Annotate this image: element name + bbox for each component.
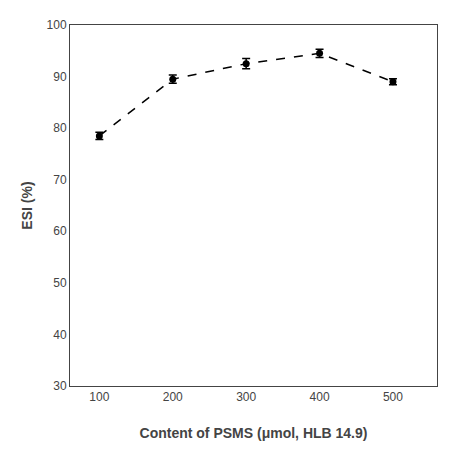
svg-text:200: 200 [163, 390, 183, 404]
svg-text:400: 400 [310, 390, 330, 404]
svg-text:500: 500 [383, 390, 403, 404]
svg-text:ESI (%): ESI (%) [19, 181, 35, 229]
svg-text:Content of PSMS (μmol, HLB 14.: Content of PSMS (μmol, HLB 14.9) [140, 425, 368, 441]
svg-text:100: 100 [47, 18, 67, 32]
svg-text:90: 90 [53, 70, 67, 84]
svg-text:70: 70 [53, 173, 67, 187]
svg-text:40: 40 [53, 328, 67, 342]
svg-text:60: 60 [53, 224, 67, 238]
svg-text:30: 30 [53, 379, 67, 393]
svg-text:300: 300 [236, 390, 256, 404]
svg-text:80: 80 [53, 121, 67, 135]
svg-text:100: 100 [89, 390, 109, 404]
svg-text:50: 50 [53, 276, 67, 290]
